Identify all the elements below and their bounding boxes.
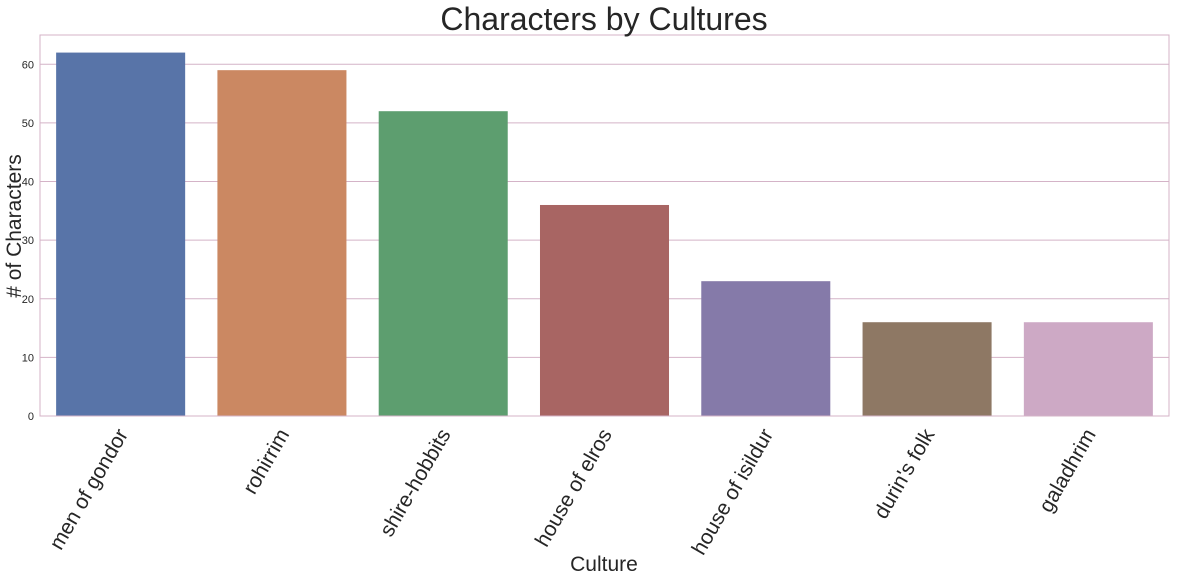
y-tick-labels: 0 10 20 30 40 50 60 [22,59,34,423]
chart-title: Characters by Cultures [440,1,767,37]
y-tick-label: 60 [22,59,34,71]
x-tick-label: shire-hobbits [376,425,456,541]
bar-shire-hobbits [378,111,508,416]
x-tick-label: house of elros [531,425,617,551]
plot-frame [39,34,1170,417]
bars [56,52,1153,417]
y-axis-label: # of Characters [3,154,26,298]
y-tick-label: 30 [22,235,34,247]
x-axis-label: Culture [570,553,638,576]
x-tick-label: house of isildur [688,425,779,559]
x-tick-labels: men of gondor rohirrim shire-hobbits house … [45,425,1100,559]
bar-men-of-gondor [56,52,186,416]
bar-house-of-elros [539,204,670,416]
x-tick-label: durin's folk [870,425,940,523]
x-tick-label: galadhrim [1035,425,1101,516]
x-tick-label: rohirrim [239,425,295,498]
y-tick-label: 50 [22,118,34,130]
y-tick-label: 20 [22,294,34,306]
bar-galadhrim [1023,322,1153,416]
y-tick-label: 40 [22,177,34,189]
bar-house-of-isildur [701,281,831,416]
bar-rohirrim [217,70,347,417]
x-tick-label: men of gondor [45,425,133,554]
y-tick-label: 10 [22,352,34,364]
y-tick-label: 0 [28,411,34,423]
bar-durin-s-folk [862,322,992,416]
